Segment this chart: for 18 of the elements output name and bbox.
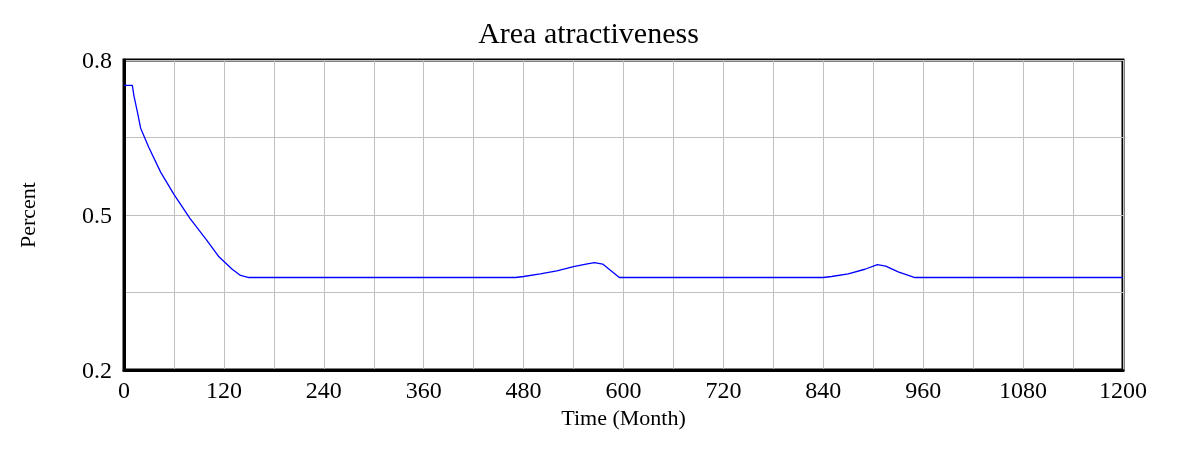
x-axis-title: Time (Month) bbox=[561, 405, 686, 431]
x-tick-label: 600 bbox=[605, 377, 642, 403]
x-tick-label: 360 bbox=[405, 377, 442, 403]
y-tick-label: 0.8 bbox=[82, 47, 112, 73]
x-tick-label: 0 bbox=[118, 377, 130, 403]
line-series bbox=[123, 84, 1124, 279]
y-tick-label: 0.5 bbox=[82, 202, 112, 228]
x-tick-label: 240 bbox=[305, 377, 342, 403]
x-tick-label: 1200 bbox=[1099, 377, 1147, 403]
y-tick-label: 0.2 bbox=[82, 357, 112, 383]
x-tick-label: 840 bbox=[805, 377, 842, 403]
x-tick-label: 720 bbox=[705, 377, 742, 403]
x-tick-label: 1080 bbox=[999, 377, 1048, 403]
x-tick-label: 480 bbox=[505, 377, 542, 403]
chart-title: Area atractiveness bbox=[478, 15, 699, 49]
y-axis-title: Percent bbox=[14, 182, 40, 248]
x-tick-label: 120 bbox=[205, 377, 242, 403]
x-tick-label: 960 bbox=[905, 377, 942, 403]
